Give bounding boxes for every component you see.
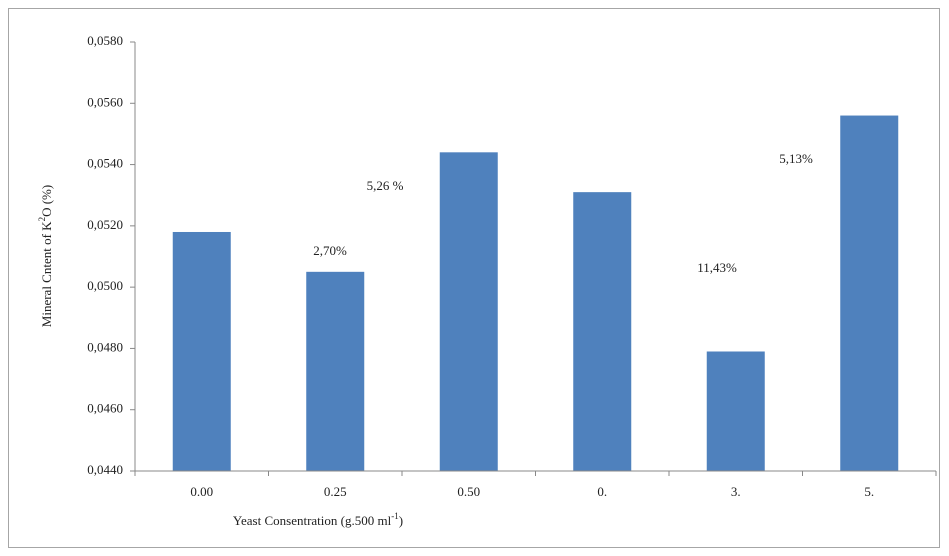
bar [706,351,765,471]
y-label-part: O (%) [39,185,54,217]
y-label-part: Mineral Cntent of K [39,221,54,327]
annotation: 11,43% [697,260,737,275]
bar [439,152,498,472]
bar [840,115,899,472]
bar [573,192,632,471]
bar [306,271,365,471]
x-tick-label: 0.25 [324,484,347,499]
bar [172,231,231,471]
annotation: 5,13% [779,151,813,166]
x-label-sup: -1 [391,511,399,521]
y-tick-label: 0,0580 [87,33,123,48]
y-label-sup: 2 [37,217,47,222]
x-tick-label: 3. [731,484,741,499]
x-tick-label: 0. [597,484,607,499]
y-tick-label: 0,0560 [87,94,123,109]
y-tick-label: 0,0440 [87,462,123,477]
x-tick-label: 5. [864,484,874,499]
x-tick-label: 0.00 [190,484,213,499]
x-axis-label: Yeast Consentration (g.500 ml-1) [233,511,403,528]
x-label-part: ) [399,513,403,528]
y-tick-label: 0,0500 [87,278,123,293]
x-tick-label: 0.50 [457,484,480,499]
y-axis-label: Mineral Cntent of K2O (%) [37,185,54,327]
y-tick-label: 0,0540 [87,156,123,171]
y-tick-label: 0,0520 [87,217,123,232]
x-label-part: Yeast Consentration (g.500 ml [233,513,392,528]
annotation: 2,70% [313,243,347,258]
y-tick-label: 0,0480 [87,339,123,354]
annotation: 5,26 % [367,178,404,193]
y-tick-label: 0,0460 [87,401,123,416]
